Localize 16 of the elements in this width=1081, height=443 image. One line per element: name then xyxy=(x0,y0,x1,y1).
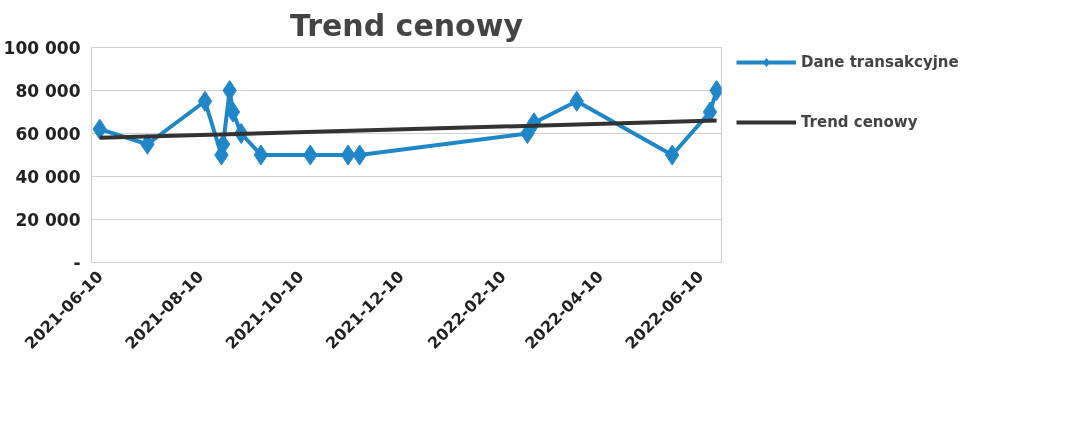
point xyxy=(197,90,213,112)
y-tick-label: 100 000 xyxy=(3,37,81,58)
point xyxy=(340,144,356,166)
y-tick-label: 40 000 xyxy=(15,166,81,187)
point xyxy=(664,144,680,166)
y-tick-label: 20 000 xyxy=(15,209,81,230)
y-tick-label: 80 000 xyxy=(15,80,81,101)
y-tick-label: - xyxy=(73,252,81,273)
legend-label: Dane transakcyjne xyxy=(801,52,959,73)
chart-title: Trend cenowy xyxy=(290,7,524,43)
point xyxy=(222,80,237,101)
legend-label: Trend cenowy xyxy=(801,112,918,133)
point xyxy=(225,101,241,123)
point xyxy=(215,133,231,155)
y-tick-label: 60 000 xyxy=(15,123,81,144)
point xyxy=(253,144,269,166)
